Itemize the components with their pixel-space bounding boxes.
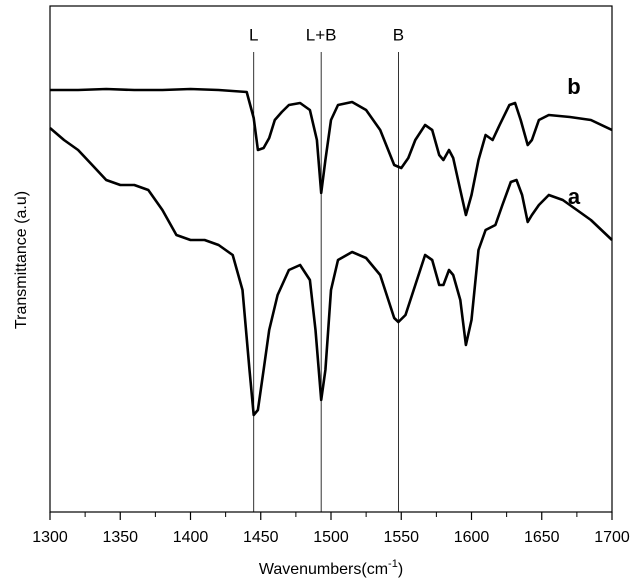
x-axis-label: Wavenumbers(cm-1) bbox=[259, 558, 403, 578]
series-label: a bbox=[568, 184, 581, 209]
x-axis-label-end: ) bbox=[398, 561, 403, 578]
y-axis-label: Transmittance (a.u) bbox=[13, 191, 30, 329]
annotation-label: B bbox=[393, 25, 404, 44]
annotation-label: L bbox=[249, 25, 258, 44]
x-tick-label: 1550 bbox=[383, 529, 419, 546]
x-tick-label: 1700 bbox=[594, 529, 630, 546]
x-axis-label-sup: -1 bbox=[388, 558, 398, 570]
x-tick-label: 1350 bbox=[102, 529, 138, 546]
x-tick-label: 1400 bbox=[173, 529, 209, 546]
x-tick-label: 1300 bbox=[32, 529, 68, 546]
x-tick-label: 1500 bbox=[313, 529, 349, 546]
x-tick-label: 1450 bbox=[243, 529, 279, 546]
annotation-label: L+B bbox=[306, 25, 337, 44]
x-tick-label: 1600 bbox=[454, 529, 490, 546]
spectrum-line bbox=[50, 87, 613, 217]
x-tick-label: 1650 bbox=[524, 529, 560, 546]
series-label: b bbox=[567, 74, 580, 99]
x-axis-label-main: Wavenumbers(cm bbox=[259, 561, 388, 578]
spectrum-line bbox=[49, 127, 613, 417]
plot-frame bbox=[49, 5, 613, 513]
